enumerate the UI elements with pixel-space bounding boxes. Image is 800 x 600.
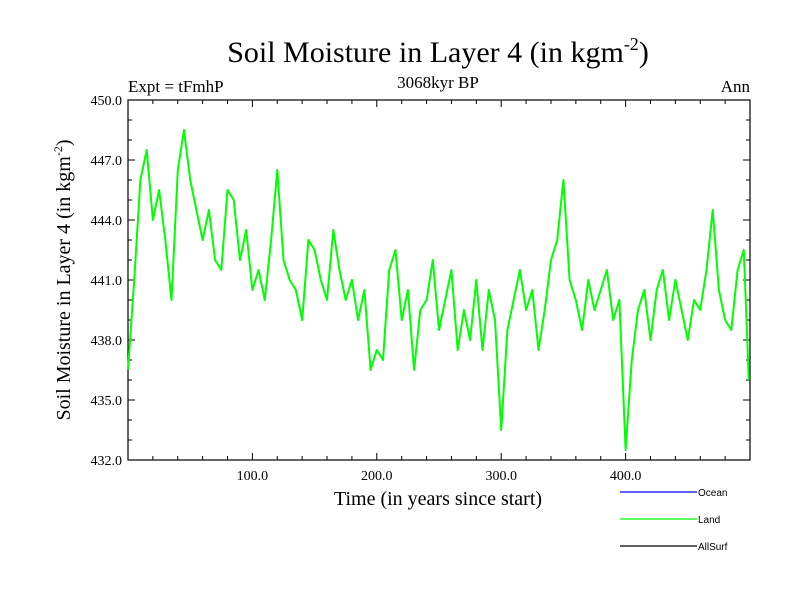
plot-frame: [127, 99, 751, 461]
legend-label-land: Land: [698, 515, 720, 526]
x-tick-label: 100.0: [237, 469, 269, 484]
series-group: [127, 129, 750, 451]
x-axis-label: Time (in years since start): [334, 488, 542, 510]
experiment-label: Expt = tFmhP: [128, 77, 224, 96]
y-axis-ticks: 432.0 435.0 438.0 441.0 444.0 447.0 450.0: [91, 94, 750, 469]
legend: Ocean Land AllSurf: [620, 488, 728, 553]
legend-label-allsurf: AllSurf: [698, 542, 728, 553]
chart-subtitle: 3068kyr BP: [397, 73, 479, 92]
y-tick-label: 450.0: [91, 94, 123, 109]
y-tick-label: 438.0: [91, 334, 123, 349]
chart-title: Soil Moisture in Layer 4 (in kgm-2): [227, 34, 649, 69]
legend-label-ocean: Ocean: [698, 488, 727, 499]
x-tick-label: 400.0: [610, 469, 642, 484]
y-tick-label: 435.0: [91, 394, 123, 409]
x-tick-label: 200.0: [361, 469, 393, 484]
series-line-land: [127, 129, 750, 451]
season-label: Ann: [721, 77, 751, 96]
y-tick-label: 432.0: [91, 454, 123, 469]
y-tick-label: 441.0: [91, 274, 123, 289]
y-tick-label: 447.0: [91, 154, 123, 169]
y-axis-label: Soil Moisture in Layer 4 (in kgm-2): [51, 139, 75, 420]
y-tick-label: 444.0: [91, 214, 123, 229]
x-tick-label: 300.0: [485, 469, 517, 484]
x-axis-ticks: 100.0 200.0 300.0 400.0: [152, 100, 726, 484]
